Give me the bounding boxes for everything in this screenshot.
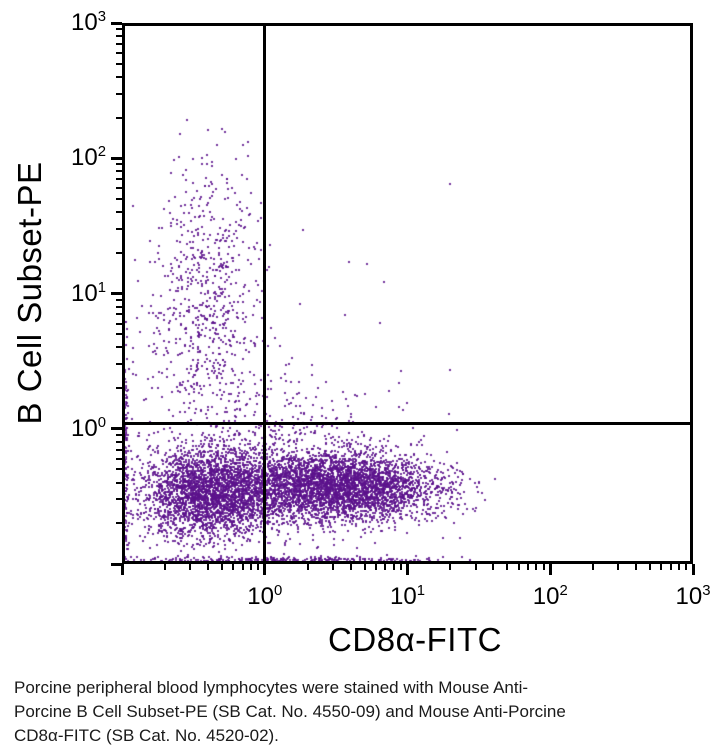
y-minor-tick [116,346,122,349]
y-minor-tick [116,468,122,471]
y-minor-tick [116,52,122,54]
y-minor-tick [116,227,122,230]
x-major-tick [691,564,695,575]
y-minor-tick [116,298,122,301]
x-minor-tick [635,564,638,570]
x-minor-tick [669,564,672,570]
x-minor-tick [492,564,495,570]
y-minor-tick [116,116,122,119]
x-minor-tick [685,564,688,570]
x-minor-tick [660,564,663,570]
x-minor-tick [649,564,652,570]
x-minor-tick [189,564,192,570]
x-major-tick [120,564,124,575]
y-minor-tick [116,251,122,254]
x-minor-tick [374,564,377,570]
x-axis-title: CD8α-FITC [328,621,502,658]
x-minor-tick [474,564,477,570]
x-minor-tick [542,564,545,570]
y-minor-tick [116,363,122,366]
x-minor-tick [241,564,244,570]
y-minor-tick [116,42,122,45]
x-minor-tick [517,564,520,570]
scatter-canvas [122,23,693,564]
y-tick-label: 101 [71,279,106,307]
y-minor-tick [116,333,122,336]
y-minor-tick [116,75,122,78]
y-minor-tick [116,440,122,443]
y-axis-ticks [110,21,122,566]
x-tick-label: 100 [247,583,283,610]
y-major-tick [111,427,122,431]
x-tick-label: 103 [675,583,711,610]
x-tick-label: 101 [390,583,425,610]
x-minor-tick [392,564,395,570]
x-minor-tick [249,564,252,570]
x-major-tick [406,564,409,575]
y-minor-tick [116,28,122,31]
x-minor-tick [220,564,223,570]
y-minor-tick [116,313,122,316]
y-minor-tick [116,305,122,308]
y-minor-tick [116,197,122,200]
y-minor-tick [116,62,122,65]
x-minor-tick [363,564,366,570]
x-minor-tick [206,564,209,570]
caption-line: Porcine peripheral blood lymphocytes wer… [14,678,529,697]
y-minor-tick [116,387,122,390]
y-minor-tick [116,522,122,525]
y-minor-tick [116,92,122,95]
y-minor-tick [116,187,122,190]
y-minor-tick [116,163,122,166]
x-minor-tick [384,564,387,570]
quadrant-gate-horizontal-line [122,421,693,425]
figure-caption: Porcine peripheral blood lymphocytes wer… [14,676,654,748]
y-minor-tick [116,170,122,173]
y-tick-label: 100 [71,414,106,442]
caption-line: Porcine B Cell Subset-PE (SB Cat. No. 45… [14,702,566,721]
x-axis-tick-labels: 100 101 102 103 [122,583,710,613]
x-minor-tick [257,564,260,570]
x-minor-tick [306,564,309,570]
y-minor-tick [116,211,122,214]
x-axis-ticks [120,564,695,576]
quadrant-gate-vertical-line [263,23,267,564]
caption-line: CD8α-FITC (SB Cat. No. 4520-02). [14,726,279,745]
x-minor-tick [232,564,235,570]
x-major-tick [548,564,552,575]
x-minor-tick [535,564,538,570]
y-minor-tick [116,481,122,484]
y-minor-tick [116,178,122,181]
y-minor-tick [116,498,122,501]
y-minor-tick [116,457,122,460]
x-minor-tick [399,564,402,570]
x-major-tick [263,564,267,575]
x-minor-tick [678,564,681,570]
x-minor-tick [349,564,352,570]
x-minor-tick [617,564,620,570]
x-tick-label: 102 [532,583,568,610]
x-minor-tick [449,564,452,570]
y-minor-tick [116,322,122,325]
x-minor-tick [506,564,509,570]
plot-area [122,23,693,564]
y-major-tick [111,21,122,25]
y-tick-label: 102 [71,144,106,172]
y-major-tick [111,292,122,295]
y-major-tick [111,156,122,160]
x-minor-tick [527,564,530,570]
x-minor-tick [163,564,166,570]
y-axis-title: B Cell Subset-PE [11,161,48,425]
y-major-tick [111,562,122,566]
x-minor-tick [592,564,595,570]
x-minor-tick [331,564,334,570]
y-tick-label: 103 [71,9,106,36]
y-axis-tick-labels: 100 101 102 103 [0,9,106,564]
y-minor-tick [116,35,122,38]
y-minor-tick [116,448,122,451]
y-minor-tick [116,433,122,436]
